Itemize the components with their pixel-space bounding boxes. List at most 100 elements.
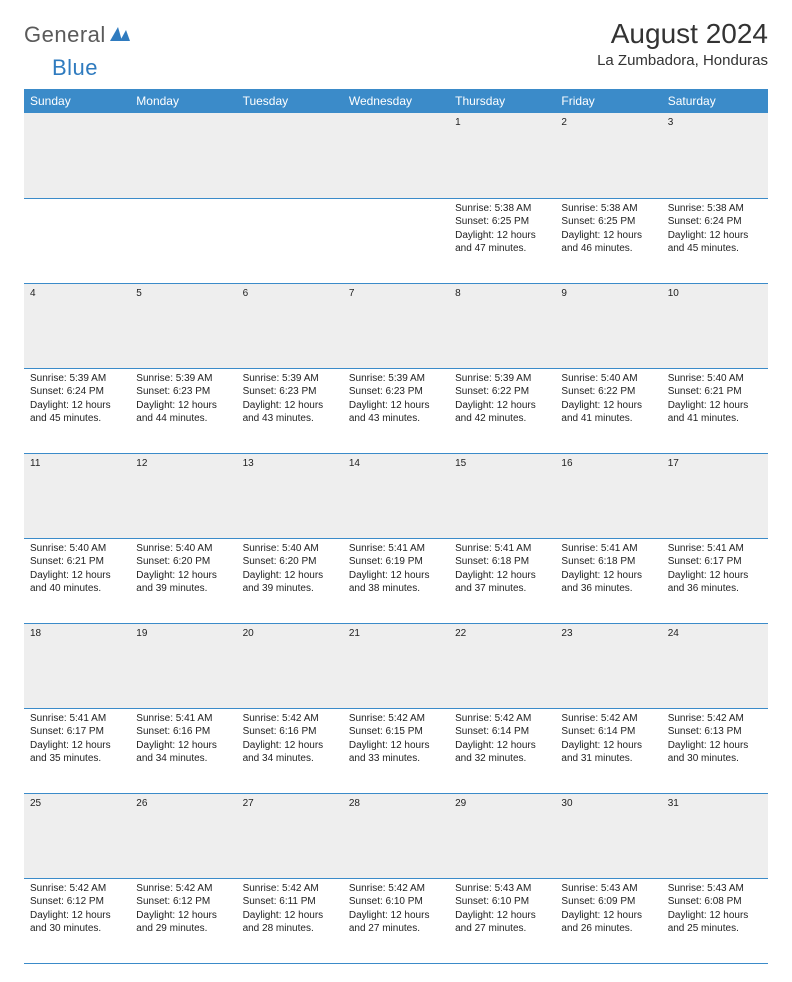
day-cell: Sunrise: 5:42 AMSunset: 6:12 PMDaylight:… <box>24 878 130 963</box>
daylight-text: Daylight: 12 hours <box>455 909 549 923</box>
daylight-text: and 43 minutes. <box>349 412 443 426</box>
sunset-text: Sunset: 6:24 PM <box>30 385 124 399</box>
sunset-text: Sunset: 6:20 PM <box>136 555 230 569</box>
day-cell <box>24 198 130 283</box>
day-cell: Sunrise: 5:41 AMSunset: 6:19 PMDaylight:… <box>343 538 449 623</box>
daylight-text: Daylight: 12 hours <box>455 229 549 243</box>
daylight-text: and 39 minutes. <box>136 582 230 596</box>
day-number: 12 <box>130 453 236 538</box>
daylight-text: and 27 minutes. <box>455 922 549 936</box>
sunset-text: Sunset: 6:10 PM <box>455 895 549 909</box>
day-cell: Sunrise: 5:38 AMSunset: 6:25 PMDaylight:… <box>555 198 661 283</box>
daylight-text: and 33 minutes. <box>349 752 443 766</box>
sunset-text: Sunset: 6:16 PM <box>136 725 230 739</box>
day-cell: Sunrise: 5:38 AMSunset: 6:25 PMDaylight:… <box>449 198 555 283</box>
day-cell: Sunrise: 5:38 AMSunset: 6:24 PMDaylight:… <box>662 198 768 283</box>
daylight-text: Daylight: 12 hours <box>561 739 655 753</box>
day-number: 26 <box>130 793 236 878</box>
day-cell: Sunrise: 5:43 AMSunset: 6:09 PMDaylight:… <box>555 878 661 963</box>
day-number: 30 <box>555 793 661 878</box>
sunrise-text: Sunrise: 5:40 AM <box>561 372 655 386</box>
day-number: 14 <box>343 453 449 538</box>
day-number-row: 123 <box>24 113 768 198</box>
daylight-text: Daylight: 12 hours <box>136 569 230 583</box>
calendar-table: Sunday Monday Tuesday Wednesday Thursday… <box>24 89 768 964</box>
daylight-text: Daylight: 12 hours <box>30 569 124 583</box>
logo-text-general: General <box>24 22 106 48</box>
sunset-text: Sunset: 6:20 PM <box>243 555 337 569</box>
day-number: 11 <box>24 453 130 538</box>
sunrise-text: Sunrise: 5:41 AM <box>136 712 230 726</box>
sunrise-text: Sunrise: 5:39 AM <box>30 372 124 386</box>
day-cell <box>343 198 449 283</box>
day-number-row: 25262728293031 <box>24 793 768 878</box>
daylight-text: and 30 minutes. <box>668 752 762 766</box>
sunrise-text: Sunrise: 5:42 AM <box>349 882 443 896</box>
daylight-text: and 32 minutes. <box>455 752 549 766</box>
day-cell: Sunrise: 5:42 AMSunset: 6:15 PMDaylight:… <box>343 708 449 793</box>
day-number: 18 <box>24 623 130 708</box>
day-number: 3 <box>662 113 768 198</box>
sunrise-text: Sunrise: 5:40 AM <box>30 542 124 556</box>
daylight-text: Daylight: 12 hours <box>668 399 762 413</box>
day-number: 20 <box>237 623 343 708</box>
sunset-text: Sunset: 6:23 PM <box>243 385 337 399</box>
day-cell: Sunrise: 5:41 AMSunset: 6:16 PMDaylight:… <box>130 708 236 793</box>
daylight-text: Daylight: 12 hours <box>30 909 124 923</box>
daylight-text: Daylight: 12 hours <box>30 739 124 753</box>
daylight-text: and 41 minutes. <box>561 412 655 426</box>
daylight-text: and 28 minutes. <box>243 922 337 936</box>
sunrise-text: Sunrise: 5:40 AM <box>136 542 230 556</box>
sunrise-text: Sunrise: 5:38 AM <box>561 202 655 216</box>
daylight-text: and 47 minutes. <box>455 242 549 256</box>
sunrise-text: Sunrise: 5:42 AM <box>136 882 230 896</box>
sunset-text: Sunset: 6:10 PM <box>349 895 443 909</box>
sunset-text: Sunset: 6:22 PM <box>455 385 549 399</box>
sunset-text: Sunset: 6:18 PM <box>561 555 655 569</box>
day-cell: Sunrise: 5:39 AMSunset: 6:22 PMDaylight:… <box>449 368 555 453</box>
daylight-text: and 34 minutes. <box>136 752 230 766</box>
daylight-text: and 26 minutes. <box>561 922 655 936</box>
sunset-text: Sunset: 6:22 PM <box>561 385 655 399</box>
day-data-row: Sunrise: 5:42 AMSunset: 6:12 PMDaylight:… <box>24 878 768 963</box>
daylight-text: and 45 minutes. <box>668 242 762 256</box>
sunset-text: Sunset: 6:18 PM <box>455 555 549 569</box>
day-cell: Sunrise: 5:39 AMSunset: 6:23 PMDaylight:… <box>130 368 236 453</box>
daylight-text: and 39 minutes. <box>243 582 337 596</box>
daylight-text: Daylight: 12 hours <box>668 569 762 583</box>
sunset-text: Sunset: 6:15 PM <box>349 725 443 739</box>
day-cell: Sunrise: 5:42 AMSunset: 6:11 PMDaylight:… <box>237 878 343 963</box>
day-number: 31 <box>662 793 768 878</box>
sunset-text: Sunset: 6:25 PM <box>455 215 549 229</box>
sunset-text: Sunset: 6:11 PM <box>243 895 337 909</box>
sunrise-text: Sunrise: 5:39 AM <box>243 372 337 386</box>
sunrise-text: Sunrise: 5:43 AM <box>455 882 549 896</box>
day-header-row: Sunday Monday Tuesday Wednesday Thursday… <box>24 89 768 113</box>
day-number: 5 <box>130 283 236 368</box>
sunset-text: Sunset: 6:12 PM <box>136 895 230 909</box>
logo: General <box>24 22 134 48</box>
daylight-text: Daylight: 12 hours <box>30 399 124 413</box>
sunrise-text: Sunrise: 5:41 AM <box>668 542 762 556</box>
day-number: 23 <box>555 623 661 708</box>
day-cell: Sunrise: 5:40 AMSunset: 6:21 PMDaylight:… <box>24 538 130 623</box>
sunset-text: Sunset: 6:14 PM <box>561 725 655 739</box>
day-number: 22 <box>449 623 555 708</box>
day-cell: Sunrise: 5:40 AMSunset: 6:20 PMDaylight:… <box>130 538 236 623</box>
daylight-text: and 31 minutes. <box>561 752 655 766</box>
day-header: Thursday <box>449 89 555 113</box>
day-header: Wednesday <box>343 89 449 113</box>
day-number: 9 <box>555 283 661 368</box>
daylight-text: Daylight: 12 hours <box>136 739 230 753</box>
sunset-text: Sunset: 6:17 PM <box>668 555 762 569</box>
daylight-text: and 46 minutes. <box>561 242 655 256</box>
sunrise-text: Sunrise: 5:41 AM <box>30 712 124 726</box>
daylight-text: and 25 minutes. <box>668 922 762 936</box>
day-number-row: 11121314151617 <box>24 453 768 538</box>
sunrise-text: Sunrise: 5:43 AM <box>561 882 655 896</box>
sunrise-text: Sunrise: 5:42 AM <box>668 712 762 726</box>
calendar-body: 123Sunrise: 5:38 AMSunset: 6:25 PMDaylig… <box>24 113 768 963</box>
daylight-text: and 38 minutes. <box>349 582 443 596</box>
sunset-text: Sunset: 6:08 PM <box>668 895 762 909</box>
sunrise-text: Sunrise: 5:39 AM <box>136 372 230 386</box>
